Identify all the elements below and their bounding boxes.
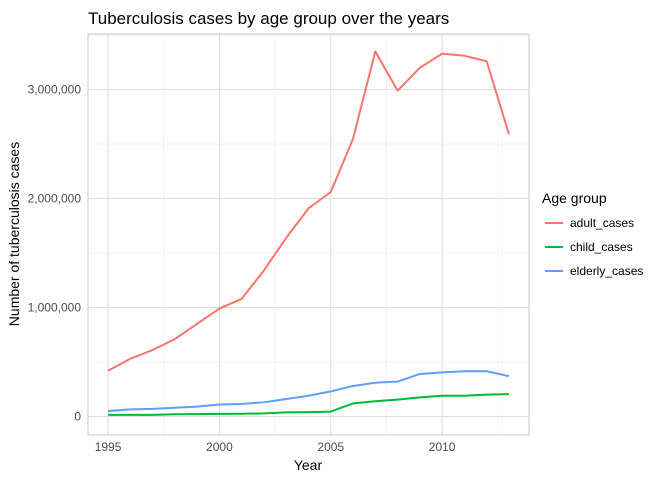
x-axis-title: Year [294,457,323,473]
panel-border [87,33,530,436]
legend-item: adult_cases [545,216,634,230]
series-layer [107,50,510,416]
legend-label: adult_cases [570,216,634,230]
x-axis: 1995 2000 2005 2010 [95,440,456,454]
y-axis-title: Number of tuberculosis cases [6,142,22,326]
legend-label: child_cases [570,240,633,254]
legend-items: adult_cases child_cases elderly_cases [545,216,643,278]
plot-panel [87,33,530,436]
y-tick-label: 2,000,000 [28,192,82,206]
legend-title: Age group [542,190,607,206]
y-tick-label: 3,000,000 [28,83,82,97]
y-tick-label: 1,000,000 [28,301,82,315]
series-line-elderly-cases [107,370,510,413]
y-tick-label: 0 [74,409,81,423]
legend-label: elderly_cases [570,264,643,278]
legend: Age group adult_cases child_cases elderly_… [542,190,643,278]
x-tick-label: 2010 [429,440,456,454]
x-tick-label: 2000 [206,440,233,454]
gridlines [88,34,529,435]
series-line-child-cases [108,393,509,416]
series-line-adult-cases [107,50,510,372]
x-tick-label: 2005 [317,440,344,454]
legend-item: child_cases [545,240,633,254]
y-axis: 0 1,000,000 2,000,000 3,000,000 [28,83,82,424]
chart-title: Tuberculosis cases by age group over the… [88,9,449,28]
x-tick-label: 1995 [95,440,122,454]
legend-item: elderly_cases [545,264,643,278]
